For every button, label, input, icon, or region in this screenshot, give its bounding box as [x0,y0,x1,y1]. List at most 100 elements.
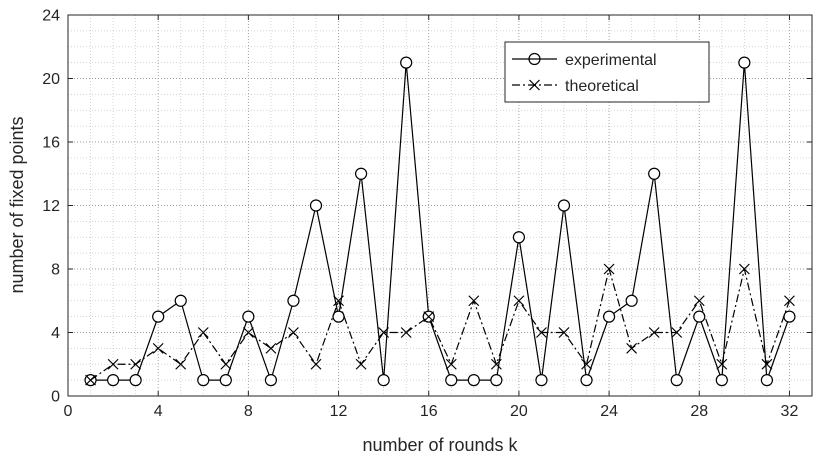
data-point-experimental [580,374,593,387]
data-point-theoretical [85,374,96,386]
legend: experimental theoretical [504,41,710,103]
y-tick-label: 16 [42,135,60,152]
data-point-experimental [715,374,728,387]
data-point-theoretical [220,358,232,370]
data-point-experimental [242,310,255,323]
x-tick-label: 20 [510,403,528,420]
data-point-theoretical [265,342,277,354]
data-point-experimental [197,374,210,387]
data-point-theoretical [445,358,457,370]
data-point-experimental [670,374,683,387]
cross-stroke [85,374,96,386]
cross-stroke [265,342,277,354]
data-point-theoretical [536,327,547,338]
data-point-theoretical [581,358,592,370]
cross-stroke [761,358,773,370]
x-tick-label: 4 [154,403,163,420]
x-axis-label: number of rounds k [362,435,518,455]
data-point-experimental [738,56,751,69]
x-tick-label: 24 [600,403,618,420]
cross-stroke [130,358,142,370]
y-tick-label: 20 [42,71,60,88]
cross-stroke [490,358,502,370]
cross-stroke [671,327,683,338]
legend-label-experimental: experimental [565,52,657,69]
data-point-theoretical [693,295,705,307]
data-point-theoretical [648,327,660,338]
data-point-experimental [152,310,165,323]
data-point-theoretical [130,358,142,370]
data-point-theoretical [738,263,750,275]
data-point-experimental [535,374,548,387]
data-point-theoretical [175,358,187,370]
cross-stroke [603,263,615,275]
legend-box [504,41,710,103]
data-point-experimental [760,374,774,387]
x-tick-label: 32 [781,403,799,420]
series-line-theoretical [90,268,791,381]
data-point-experimental [287,294,300,307]
data-point-theoretical [197,327,209,338]
cross-stroke [626,342,638,354]
cross-stroke [197,327,209,338]
cross-stroke [423,311,435,323]
cross-stroke [310,358,322,370]
data-point-theoretical [490,358,502,370]
data-point-theoretical [468,295,480,307]
cross-stroke [378,327,390,338]
data-point-theoretical [513,295,525,307]
data-point-experimental [783,310,796,323]
x-tick-label: 0 [64,403,73,420]
data-point-theoretical [355,358,367,370]
cross-stroke [468,295,480,307]
x-tick-label: 28 [690,403,708,420]
data-point-experimental [467,374,480,387]
data-point-experimental [106,374,120,387]
series-theoretical [85,263,795,386]
cross-stroke [175,358,187,370]
data-point-theoretical [716,358,728,370]
cross-stroke [445,358,457,370]
data-point-experimental [400,56,413,69]
cross-stroke [288,327,299,338]
data-point-experimental [602,310,616,323]
y-tick-label: 24 [42,8,60,25]
cross-stroke [355,358,367,370]
data-point-theoretical [400,327,412,338]
data-point-theoretical [626,342,638,354]
data-point-theoretical [378,327,390,338]
data-point-experimental [648,167,661,180]
data-point-theoretical [671,327,683,338]
data-point-experimental [445,374,458,387]
cross-stroke [558,327,570,338]
axis-ticks [67,14,812,397]
data-point-theoretical [333,295,344,307]
data-point-theoretical [310,358,322,370]
legend-marker-experimental [528,52,541,66]
legend-label-theoretical: theoretical [565,78,639,95]
y-tick-label: 0 [51,389,60,406]
data-point-experimental [129,374,142,387]
tick-labels: 0 4 8 12 16 20 24 28 32 0 4 8 12 16 20 24 [42,8,798,421]
cross-stroke [152,342,164,354]
cross-stroke [242,327,254,338]
y-tick-label: 4 [51,325,60,342]
data-point-experimental [377,374,390,387]
data-point-theoretical [242,327,254,338]
data-point-theoretical [761,358,773,370]
data-point-theoretical [784,295,795,307]
data-point-experimental [354,167,368,180]
legend-marker-theoretical [529,79,540,91]
data-point-theoretical [603,263,615,275]
data-point-experimental [309,199,323,212]
cross-stroke [513,295,525,307]
cross-stroke [738,263,750,275]
cross-stroke [784,295,795,307]
cross-stroke [220,358,232,370]
data-point-theoretical [558,327,570,338]
data-point-experimental [174,294,187,307]
cross-stroke [333,295,344,307]
data-point-theoretical [107,358,119,370]
series-experimental [84,56,796,387]
